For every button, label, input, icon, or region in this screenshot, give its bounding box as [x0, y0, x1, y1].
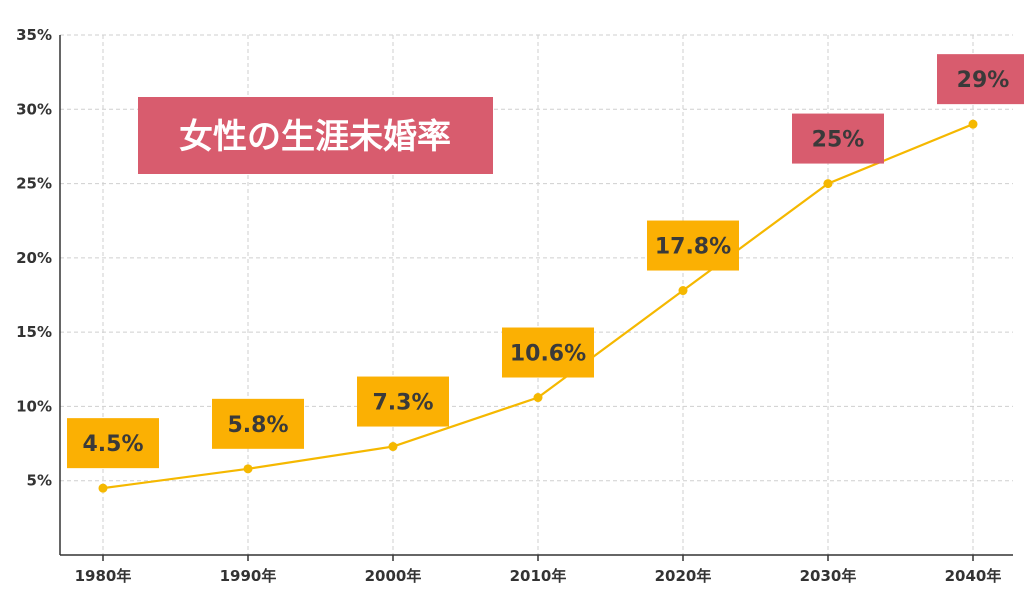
- data-label: 25%: [812, 128, 865, 153]
- data-label-badge: [647, 220, 739, 271]
- x-tick-label: 2040年: [945, 567, 1002, 585]
- data-label-badge: [357, 376, 449, 427]
- data-point: [968, 119, 978, 129]
- x-tick-label: 2020年: [655, 567, 712, 585]
- data-point: [388, 442, 398, 452]
- y-tick-label: 10%: [16, 397, 52, 415]
- axis-layer: 5% 10% 15% 20% 25% 30% 35% 1980年 1990年 2000年 2010年…: [16, 26, 1013, 585]
- data-label-badge: [792, 113, 884, 164]
- y-tick-label: 25%: [16, 175, 52, 193]
- chart-title: 女性の生涯未婚率: [179, 117, 451, 157]
- y-tick-label: 5%: [27, 472, 52, 490]
- y-tick-label: 35%: [16, 26, 52, 44]
- data-label-badge: [212, 398, 304, 449]
- x-tick-label: 1980年: [75, 567, 132, 585]
- x-tick-label: 2030年: [800, 567, 857, 585]
- data-point: [533, 393, 543, 403]
- data-label-badge: [937, 54, 1024, 105]
- data-label: 10.6%: [510, 342, 586, 367]
- chart-title-background: [138, 97, 493, 174]
- data-label: 29%: [957, 68, 1010, 93]
- data-point: [98, 483, 108, 493]
- label-layer: 4.5% 5.8% 7.3% 10.6% 17.8% 25% 29%: [67, 54, 1024, 469]
- y-tick-label: 20%: [16, 249, 52, 267]
- y-tick-label: 30%: [16, 100, 52, 118]
- data-label-badge: [502, 327, 594, 378]
- chart-title-badge: 女性の生涯未婚率: [138, 97, 493, 174]
- x-tick-label: 2010年: [510, 567, 567, 585]
- x-tick-label: 1990年: [220, 567, 277, 585]
- data-point: [823, 179, 833, 189]
- data-label: 5.8%: [227, 413, 288, 438]
- data-point: [678, 286, 688, 296]
- data-label-badge: [67, 418, 159, 469]
- y-tick-label: 15%: [16, 323, 52, 341]
- data-label: 4.5%: [82, 432, 143, 457]
- data-label: 7.3%: [372, 391, 433, 416]
- series-layer: [98, 119, 978, 493]
- x-tick-label: 2000年: [365, 567, 422, 585]
- data-point: [243, 464, 253, 474]
- data-label: 17.8%: [655, 235, 731, 260]
